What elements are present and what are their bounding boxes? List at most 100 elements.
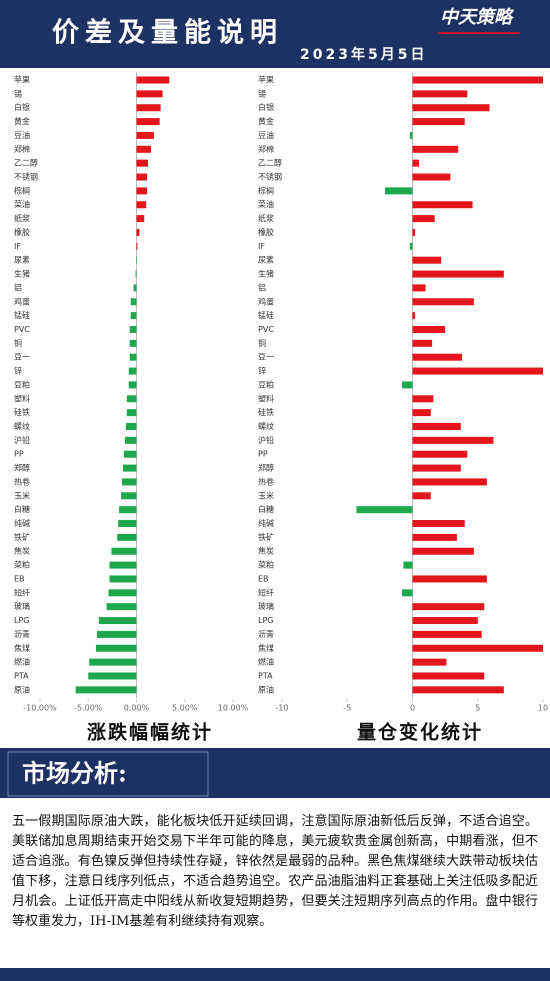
y-tick-label: EB: [14, 574, 25, 583]
y-tick-label: 鸡蛋: [258, 296, 274, 306]
bar: [136, 76, 170, 84]
bar: [412, 118, 465, 126]
y-tick-label: 豆粕: [14, 379, 30, 389]
y-tick-label: 苹果: [258, 75, 274, 85]
bar: [136, 145, 151, 153]
y-tick-label: 铁矿: [258, 532, 274, 542]
bar: [412, 630, 482, 638]
bar: [385, 187, 413, 195]
y-tick-label: 螺纹: [258, 421, 274, 431]
bar: [412, 617, 478, 625]
y-tick-label: 棕榈: [258, 185, 274, 195]
bar: [119, 506, 137, 514]
y-tick-label: 铝: [258, 282, 266, 292]
bar: [136, 104, 161, 112]
x-tick-label: -10: [275, 704, 288, 713]
y-tick-label: 豆油: [14, 130, 30, 140]
y-tick-label: 尿素: [258, 255, 274, 265]
y-tick-label: 生猪: [258, 269, 274, 279]
bar: [126, 395, 137, 403]
bar: [412, 201, 473, 209]
y-tick-label: 热卷: [258, 476, 274, 486]
bar: [95, 644, 137, 652]
bar: [129, 325, 137, 333]
bar: [409, 242, 413, 250]
y-tick-label: 菜粕: [258, 560, 274, 570]
bar: [412, 325, 446, 333]
bar: [412, 173, 451, 181]
footer-band: [0, 968, 550, 981]
y-tick-label: 沪铅: [14, 435, 30, 445]
y-tick-label: 锌: [258, 366, 266, 376]
bar: [96, 630, 137, 638]
bar: [412, 547, 474, 555]
bar: [109, 561, 137, 569]
bar: [122, 464, 137, 472]
y-tick-label: 白银: [258, 102, 274, 112]
y-tick-label: 短纤: [14, 587, 30, 597]
bar: [412, 312, 416, 320]
x-tick-label: -5: [343, 704, 351, 713]
bar: [412, 270, 504, 278]
bar: [409, 131, 413, 139]
bar: [412, 409, 431, 417]
bar: [412, 464, 461, 472]
bar: [412, 672, 485, 680]
y-tick-label: 菜粕: [14, 560, 30, 570]
bar: [412, 644, 543, 652]
bar: [98, 617, 137, 625]
bar: [412, 492, 431, 500]
y-tick-label: 焦煤: [14, 643, 30, 653]
y-tick-label: 热卷: [14, 476, 30, 486]
y-tick-label: 纸浆: [258, 213, 274, 223]
y-tick-label: 纯碱: [258, 518, 274, 528]
bar: [412, 450, 468, 458]
y-tick-label: 菜油: [258, 199, 274, 209]
y-tick-label: IF: [14, 242, 21, 251]
bar: [125, 423, 137, 430]
bar: [412, 90, 468, 98]
y-tick-label: 铝: [14, 282, 22, 292]
y-tick-label: 玉米: [258, 490, 274, 500]
y-tick-label: 沥青: [14, 629, 30, 639]
analysis-tab: [7, 751, 209, 797]
bar: [136, 228, 140, 236]
bar: [123, 450, 137, 458]
bar: [412, 256, 442, 264]
bar: [124, 436, 137, 444]
y-tick-label: 鸡蛋: [14, 296, 30, 306]
y-tick-label: 橡胶: [14, 227, 30, 237]
y-tick-label: 郑棉: [258, 144, 274, 154]
y-tick-label: PVC: [258, 325, 274, 334]
bar: [133, 284, 137, 292]
y-tick-label: 燃油: [14, 657, 30, 667]
y-tick-label: IF: [258, 242, 265, 251]
x-tick-label: -5.00%: [74, 704, 103, 713]
bar: [136, 159, 149, 167]
y-tick-label: 棕榈: [14, 185, 30, 195]
bar: [88, 672, 137, 680]
bar: [130, 298, 137, 306]
bar: [412, 658, 447, 666]
x-tick-label: 10: [538, 704, 548, 713]
bar: [403, 561, 413, 569]
bar: [412, 520, 465, 528]
bar: [135, 270, 137, 278]
bar: [136, 173, 148, 181]
bar: [412, 603, 485, 611]
bar: [412, 478, 487, 486]
y-tick-label: 豆一: [258, 353, 274, 362]
bar: [412, 159, 420, 167]
bar: [129, 339, 137, 347]
bar: [118, 520, 137, 528]
bar: [412, 284, 426, 292]
bar: [412, 367, 543, 375]
y-tick-label: 豆油: [258, 130, 274, 140]
y-tick-label: 豆一: [14, 353, 30, 362]
y-tick-label: 纯碱: [14, 518, 30, 528]
bar: [412, 215, 435, 223]
bar: [412, 145, 459, 153]
y-tick-label: 玻璃: [258, 601, 274, 611]
bar: [412, 298, 474, 306]
